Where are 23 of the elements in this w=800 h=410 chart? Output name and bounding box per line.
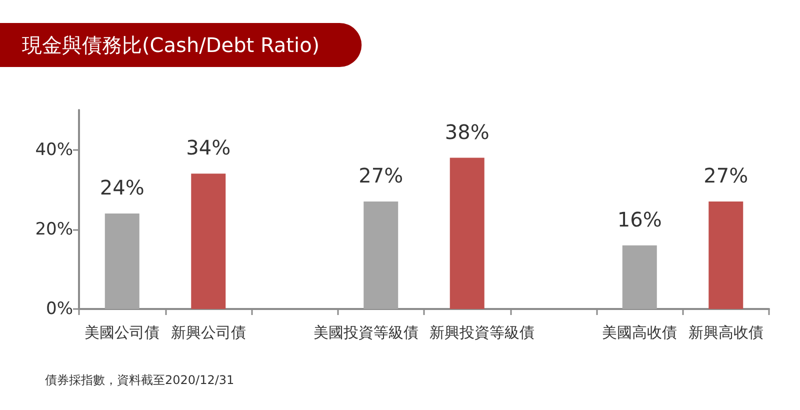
chart-title: 現金與債務比(Cash/Debt Ratio) xyxy=(22,33,320,57)
bar xyxy=(622,245,657,309)
data-label: 27% xyxy=(704,164,748,188)
bar xyxy=(104,213,140,309)
bar xyxy=(191,174,226,309)
bar xyxy=(450,158,484,309)
x-tick-label: 新興高收債 xyxy=(688,324,764,342)
data-label: 24% xyxy=(100,175,144,200)
x-tick-label: 美國公司債 xyxy=(84,324,160,342)
y-tick-label: 0% xyxy=(46,299,73,319)
data-label: 34% xyxy=(186,136,231,160)
data-label: 27% xyxy=(358,164,404,188)
y-tick-label: 20% xyxy=(35,219,73,240)
bar xyxy=(708,202,744,309)
text: 債券採指數，資料截至2020/12/31 xyxy=(45,373,234,387)
bar xyxy=(364,202,398,309)
x-tick-label: 美國投資等級債 xyxy=(313,324,418,342)
x-tick-label: 美國高收債 xyxy=(602,324,678,342)
y-tick-label: 40% xyxy=(35,140,73,160)
x-tick-label: 新興投資等級債 xyxy=(430,324,535,342)
data-label: 38% xyxy=(444,120,490,144)
data-label: 16% xyxy=(617,207,662,232)
x-tick-label: 新興公司債 xyxy=(170,324,246,342)
